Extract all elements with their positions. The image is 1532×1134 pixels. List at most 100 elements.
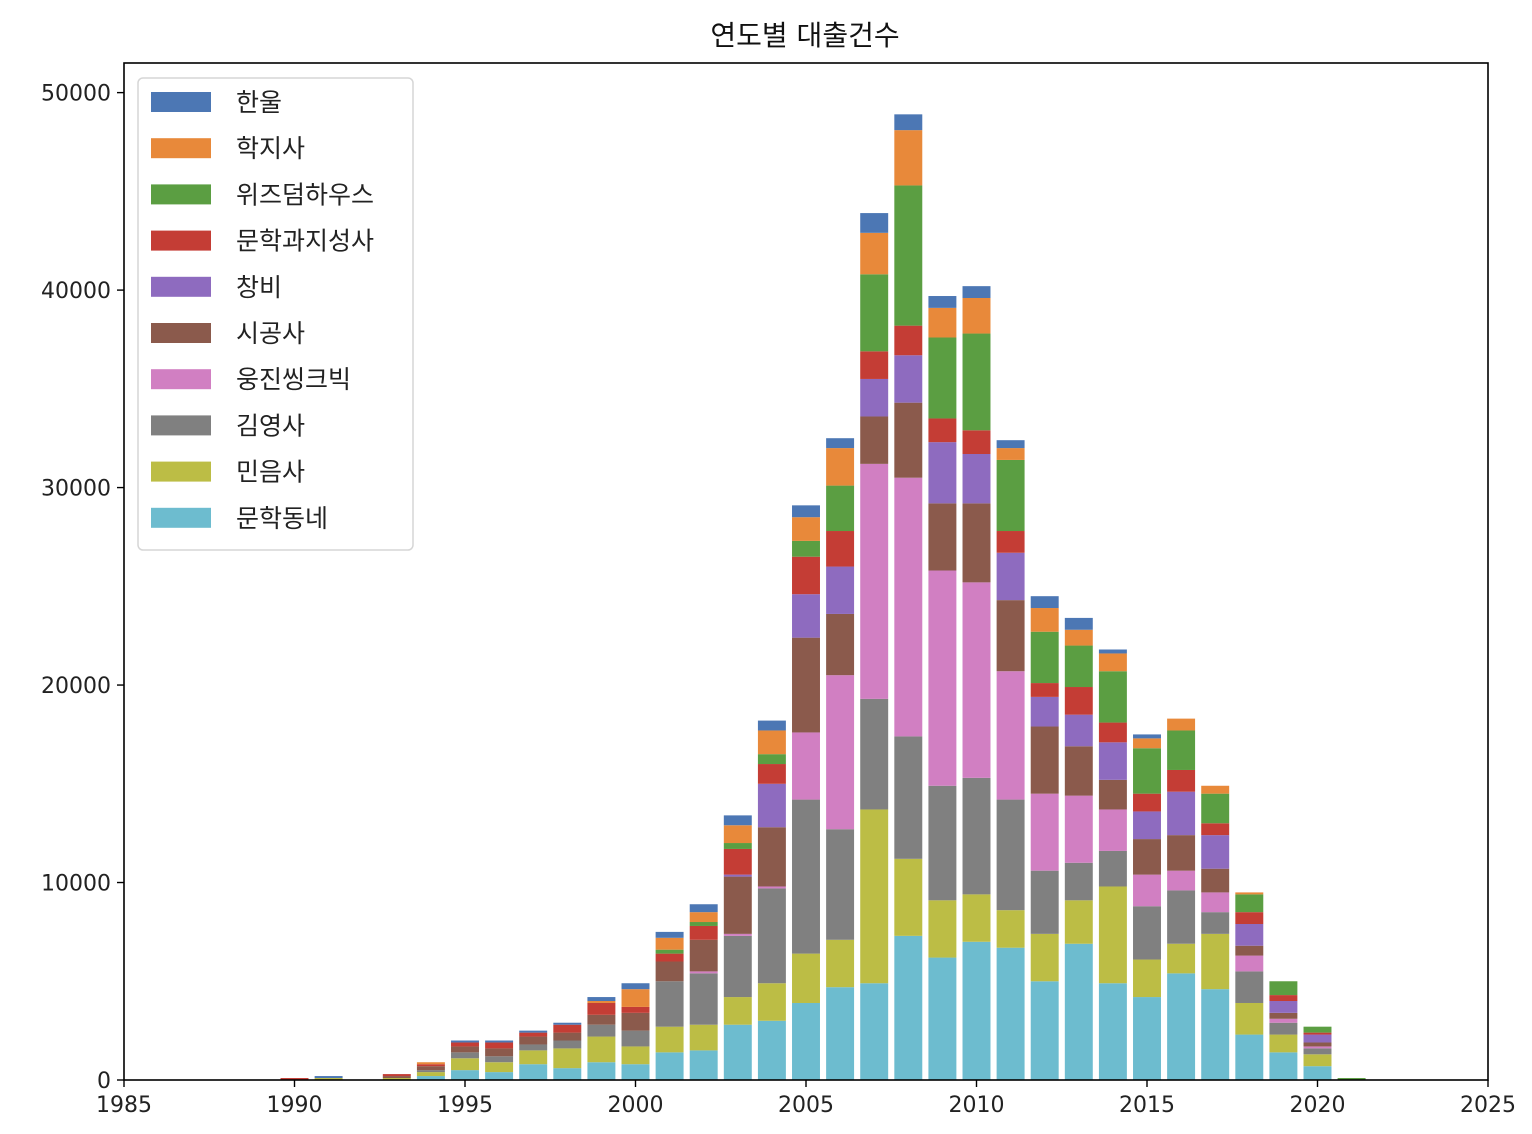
bar-2018-series-7	[1235, 894, 1264, 913]
legend-swatch	[151, 92, 211, 112]
bar-2002-series-6	[689, 925, 718, 940]
bar-2017-series-6	[1201, 823, 1230, 836]
bar-2014-series-7	[1098, 671, 1127, 723]
bar-2019-series-0	[1269, 1052, 1298, 1080]
bar-2015-series-6	[1133, 793, 1161, 812]
legend-label: 문학동네	[236, 504, 328, 533]
bar-2015-series-4	[1133, 839, 1161, 875]
bar-2002-series-1	[689, 1024, 718, 1051]
bar-2015-series-9	[1133, 734, 1161, 739]
bar-2019-series-1	[1269, 1034, 1298, 1053]
bar-2001-series-1	[655, 1026, 684, 1053]
bar-2006-series-6	[826, 531, 855, 567]
bar-2016-series-8	[1167, 718, 1196, 731]
bar-2003-series-9	[723, 815, 752, 826]
bar-2006-series-0	[826, 987, 855, 1080]
bar-2009-series-3	[928, 570, 957, 786]
bar-2002-series-9	[689, 904, 718, 913]
bar-1996-series-9	[485, 1040, 514, 1043]
bar-1995-series-9	[451, 1040, 479, 1043]
bar-2009-series-0	[928, 957, 957, 1080]
bar-2013-series-5	[1064, 714, 1093, 747]
bar-2015-series-2	[1133, 906, 1161, 960]
bar-1999-series-4	[587, 1014, 616, 1025]
bar-2014-series-5	[1098, 742, 1127, 780]
bar-1991-series-9	[314, 1076, 343, 1079]
bar-1998-series-4	[553, 1032, 582, 1041]
bar-2008-series-7	[894, 185, 923, 326]
legend-label: 문학과지성사	[236, 227, 374, 256]
bar-2011-series-3	[996, 671, 1025, 800]
bar-2005-series-3	[792, 732, 820, 800]
x-tick-label: 1995	[437, 1093, 493, 1118]
bar-2011-series-5	[996, 552, 1025, 601]
bar-2002-series-3	[689, 971, 718, 974]
x-axis: 1985 1990 1995 2000 2005 2010 2015 2020 2025	[96, 1080, 1516, 1118]
bar-2015-series-5	[1133, 811, 1161, 840]
bar-1996-series-0	[485, 1072, 514, 1080]
bar-2002-series-7	[689, 922, 718, 926]
bar-2005-series-5	[792, 594, 820, 638]
bar-2009-series-6	[928, 418, 957, 443]
bar-1995-series-6	[451, 1042, 479, 1047]
x-tick-label: 2010	[949, 1093, 1005, 1118]
x-tick-label: 1985	[96, 1093, 152, 1118]
bar-1999-series-8	[587, 1001, 616, 1003]
bar-2009-series-2	[928, 785, 957, 901]
bar-1997-series-9	[519, 1030, 548, 1033]
bar-2005-series-0	[792, 1002, 820, 1080]
bar-2012-series-8	[1030, 608, 1059, 632]
bar-2016-series-5	[1167, 791, 1196, 836]
bar-2013-series-7	[1064, 645, 1093, 688]
bar-2018-series-8	[1235, 892, 1264, 895]
bar-2001-series-9	[655, 931, 684, 938]
legend-label: 학지사	[236, 134, 305, 163]
bar-2011-series-2	[996, 799, 1025, 911]
legend-label: 웅진씽크빅	[236, 365, 351, 394]
bar-1999-series-6	[587, 1002, 616, 1015]
bar-1999-series-9	[587, 997, 616, 1002]
bar-2019-series-6	[1269, 995, 1298, 1002]
bar-2014-series-9	[1098, 649, 1127, 654]
bar-1994-series-6	[416, 1064, 445, 1067]
bar-2014-series-8	[1098, 653, 1127, 672]
bar-2012-series-0	[1030, 981, 1059, 1080]
legend-label: 한울	[236, 88, 282, 117]
bar-2000-series-8	[621, 989, 650, 1007]
bar-2013-series-8	[1064, 629, 1093, 646]
bar-2007-series-8	[860, 232, 889, 275]
bar-2013-series-4	[1064, 746, 1093, 796]
bar-2014-series-3	[1098, 809, 1127, 851]
bar-1999-series-1	[587, 1036, 616, 1063]
bar-2007-series-0	[860, 983, 889, 1080]
bar-2001-series-8	[655, 937, 684, 950]
bar-2005-series-1	[792, 953, 820, 1003]
bar-1997-series-6	[519, 1032, 548, 1037]
bar-2010-series-0	[962, 941, 991, 1080]
bar-1997-series-0	[519, 1064, 548, 1080]
bar-2002-series-4	[689, 939, 718, 972]
bar-2009-series-7	[928, 337, 957, 419]
bar-2000-series-2	[621, 1030, 650, 1047]
bar-2005-series-7	[792, 540, 820, 557]
bar-2011-series-7	[996, 459, 1025, 532]
bar-1998-series-6	[553, 1024, 582, 1033]
bar-1995-series-0	[451, 1070, 479, 1080]
bar-2000-series-6	[621, 1006, 650, 1013]
bar-2003-series-5	[723, 874, 752, 877]
bar-2018-series-6	[1235, 912, 1264, 924]
bar-2008-series-8	[894, 130, 923, 186]
bar-2010-series-6	[962, 430, 991, 454]
bar-2010-series-9	[962, 286, 991, 298]
bar-2006-series-8	[826, 448, 855, 486]
bar-2017-series-5	[1201, 835, 1230, 869]
bar-2018-series-3	[1235, 955, 1264, 972]
bar-2000-series-9	[621, 983, 650, 990]
bar-2014-series-0	[1098, 983, 1127, 1080]
bar-2019-series-4	[1269, 1012, 1298, 1019]
y-tick-label: 0	[97, 1069, 111, 1094]
legend-label: 김영사	[236, 411, 305, 440]
bar-2010-series-4	[962, 503, 991, 583]
